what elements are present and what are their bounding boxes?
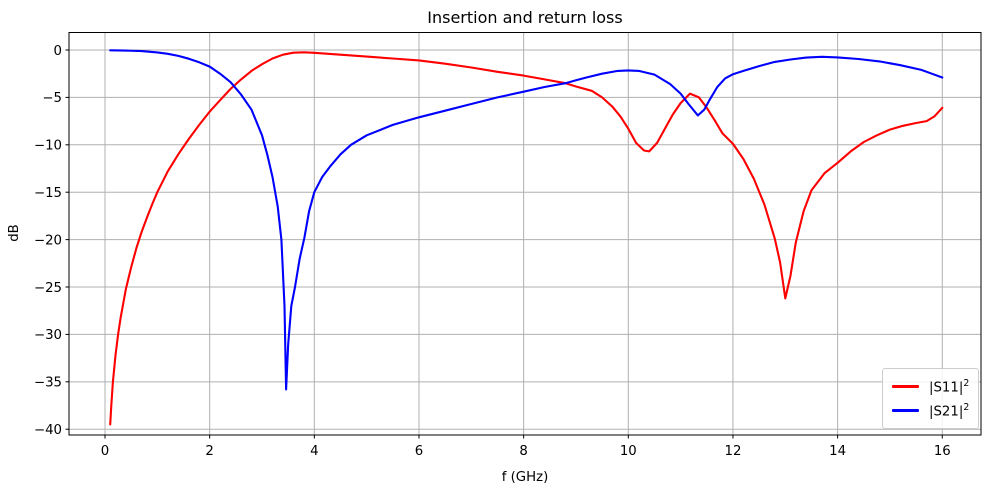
s21-curve — [109, 49, 944, 391]
axes-spines — [68, 32, 982, 436]
s11-line-sample — [892, 385, 919, 388]
y-tick-label: −5 — [42, 91, 62, 106]
chart-title: Insertion and return loss — [427, 8, 622, 27]
legend: |S11|2 |S21|2 — [882, 368, 979, 429]
y-tick-label: −10 — [34, 139, 62, 154]
y-tick-label: −40 — [34, 423, 62, 438]
y-tick-label: −30 — [34, 328, 62, 343]
x-tick-label: 6 — [415, 444, 423, 459]
ticks-layer: 0 2 4 6 8 10 12 14 16 0 −5 −10 −15 −20 −25 −30 −35 −40 — [34, 44, 951, 459]
x-axis-label: f (GHz) — [502, 470, 549, 485]
x-tick-label: 0 — [101, 444, 109, 459]
x-tick-label: 12 — [724, 444, 741, 459]
x-tick-label: 16 — [934, 444, 951, 459]
x-tick-label: 4 — [310, 444, 318, 459]
legend-label-s11: |S11|2 — [929, 378, 969, 395]
y-tick-label: 0 — [54, 44, 62, 59]
x-tick-label: 2 — [205, 444, 213, 459]
y-tick-label: −25 — [34, 281, 62, 296]
grid-layer — [69, 32, 981, 435]
y-tick-label: −35 — [34, 376, 62, 391]
plot-border — [68, 32, 982, 436]
y-tick-label: −20 — [34, 233, 62, 248]
legend-label-s11-exponent: 2 — [963, 377, 970, 389]
legend-label-s21-base: |S21| — [929, 404, 964, 420]
x-tick-label: 8 — [519, 444, 527, 459]
legend-label-s21: |S21|2 — [929, 402, 969, 419]
s11-curve — [109, 51, 944, 426]
legend-label-s11-base: |S11| — [929, 380, 964, 396]
s21-line-sample — [892, 409, 919, 412]
y-axis-label: dB — [7, 224, 22, 242]
legend-label-s21-exponent: 2 — [963, 401, 970, 413]
y-tick-label: −15 — [34, 186, 62, 201]
x-tick-label: 14 — [829, 444, 846, 459]
x-tick-label: 10 — [620, 444, 637, 459]
legend-item-s21: |S21|2 — [892, 402, 978, 419]
legend-item-s11: |S11|2 — [892, 378, 978, 395]
curves-layer — [109, 49, 944, 426]
